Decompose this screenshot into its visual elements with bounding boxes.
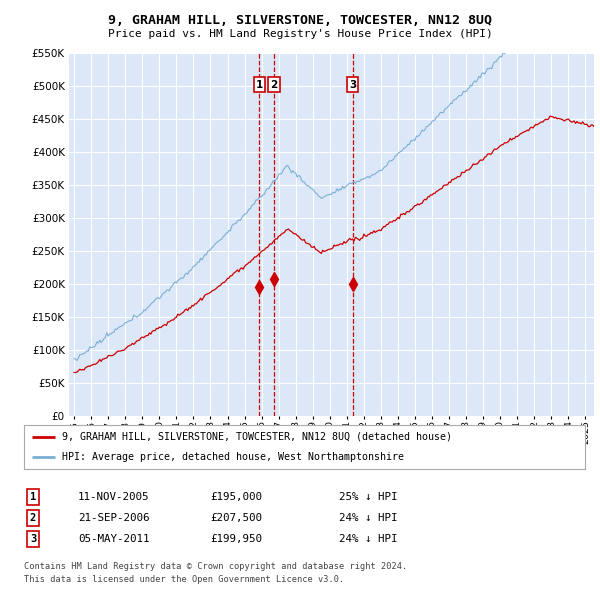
Text: £195,000: £195,000 xyxy=(210,492,262,502)
Text: 05-MAY-2011: 05-MAY-2011 xyxy=(78,535,149,544)
Text: This data is licensed under the Open Government Licence v3.0.: This data is licensed under the Open Gov… xyxy=(24,575,344,584)
Text: 24% ↓ HPI: 24% ↓ HPI xyxy=(339,535,397,544)
Text: Price paid vs. HM Land Registry's House Price Index (HPI): Price paid vs. HM Land Registry's House … xyxy=(107,29,493,39)
Text: 9, GRAHAM HILL, SILVERSTONE, TOWCESTER, NN12 8UQ: 9, GRAHAM HILL, SILVERSTONE, TOWCESTER, … xyxy=(108,14,492,27)
Text: HPI: Average price, detached house, West Northamptonshire: HPI: Average price, detached house, West… xyxy=(62,452,404,462)
Text: £199,950: £199,950 xyxy=(210,535,262,544)
Text: 2: 2 xyxy=(30,513,36,523)
Text: 3: 3 xyxy=(30,535,36,544)
Text: 25% ↓ HPI: 25% ↓ HPI xyxy=(339,492,397,502)
Text: 1: 1 xyxy=(30,492,36,502)
Text: 11-NOV-2005: 11-NOV-2005 xyxy=(78,492,149,502)
Text: 1: 1 xyxy=(256,80,263,90)
Text: 24% ↓ HPI: 24% ↓ HPI xyxy=(339,513,397,523)
Text: £207,500: £207,500 xyxy=(210,513,262,523)
Text: 9, GRAHAM HILL, SILVERSTONE, TOWCESTER, NN12 8UQ (detached house): 9, GRAHAM HILL, SILVERSTONE, TOWCESTER, … xyxy=(62,432,452,442)
Text: 2: 2 xyxy=(270,80,277,90)
Text: 21-SEP-2006: 21-SEP-2006 xyxy=(78,513,149,523)
Text: 3: 3 xyxy=(349,80,356,90)
Text: Contains HM Land Registry data © Crown copyright and database right 2024.: Contains HM Land Registry data © Crown c… xyxy=(24,562,407,571)
